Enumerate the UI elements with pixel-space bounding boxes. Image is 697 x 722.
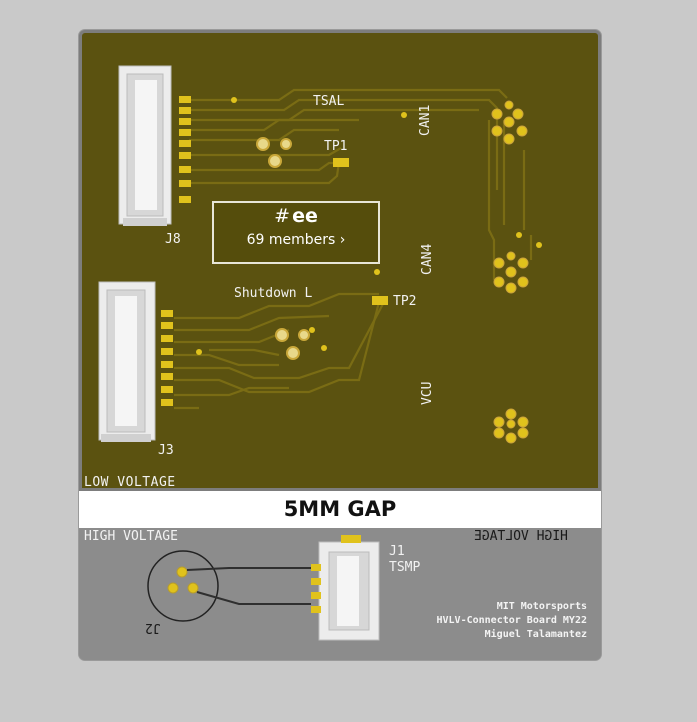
can1-label: CAN1 [418,104,433,136]
gap-band [79,491,601,528]
j3-label: J3 [158,443,174,458]
gap-label: 5MM GAP [283,497,397,521]
hv-traces [186,567,311,605]
channel-name-text: ee [292,205,318,227]
vcu-cluster [493,408,529,444]
j8-connector [118,65,172,226]
j8-label: J8 [165,232,181,247]
channel-card[interactable]: # ee 69 members › [212,201,380,264]
j3-connector [98,281,156,442]
j1-connector [311,535,380,641]
low-voltage-label: LOW VOLTAGE [84,475,176,490]
can4-cluster [493,251,529,294]
tp1-label: TP1 [324,139,348,154]
mounting-holes [256,137,310,360]
channel-name: # ee [214,205,378,227]
j2-label: J2 [145,620,161,635]
j2-connector [147,550,219,622]
tp2-label: TP2 [393,294,417,309]
tsmp-label: TSMP [389,560,421,575]
high-voltage-label-right: HIGH VOLTAGE [474,529,568,544]
j3-traces [174,292,385,410]
credit-team: MIT Motorsports [496,601,587,612]
shutdown-label: Shutdown L [234,286,313,301]
can1-cluster [491,100,528,145]
can4-label: CAN4 [420,243,435,275]
tp2-pad [372,296,388,305]
j3-pads [161,310,173,406]
credit-board: HVLV-Connector Board MY22 [436,615,587,626]
vcu-label: VCU [420,381,435,405]
j1-label: J1 [389,544,405,559]
j8-pads [179,96,191,203]
tp1-pad [333,158,349,167]
j8-traces [189,88,508,190]
hash-icon: # [274,205,291,227]
pcb-artwork [98,65,542,641]
high-voltage-label-left: HIGH VOLTAGE [84,529,178,544]
vias [196,97,542,355]
tsal-label: TSAL [313,94,345,109]
credit-author: Miguel Talamantez [484,629,587,640]
channel-members-link[interactable]: 69 members › [246,232,346,248]
